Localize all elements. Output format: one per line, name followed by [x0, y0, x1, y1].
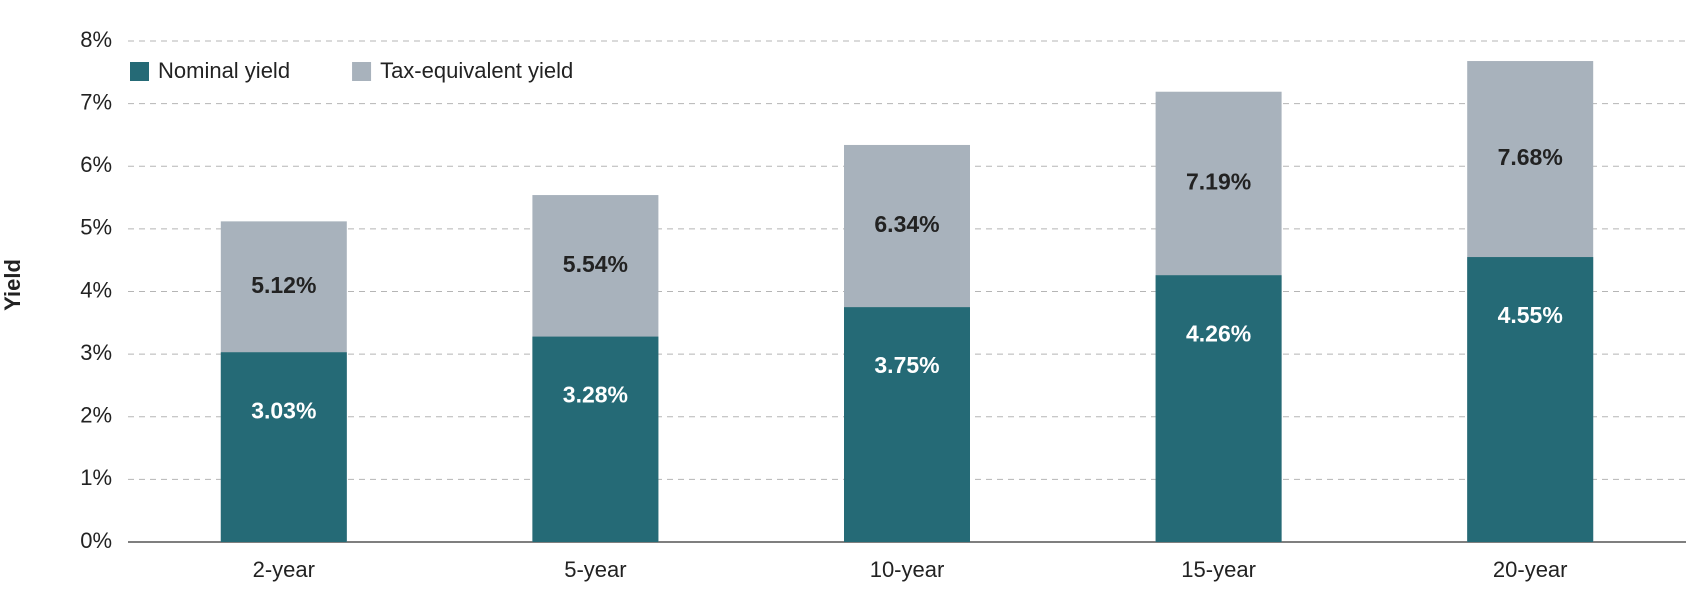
- data-label: 7.68%: [1498, 144, 1563, 170]
- y-tick-label: 2%: [80, 403, 112, 428]
- bar: [532, 336, 659, 542]
- legend-swatch: [130, 62, 149, 81]
- legend-label: Tax-equivalent yield: [380, 58, 573, 83]
- data-label: 7.19%: [1186, 169, 1251, 195]
- x-tick-label: 5-year: [564, 557, 626, 582]
- data-label: 3.75%: [874, 352, 939, 378]
- data-label: 4.26%: [1186, 320, 1251, 346]
- x-tick-label: 15-year: [1181, 557, 1256, 582]
- y-tick-label: 3%: [80, 340, 112, 365]
- bar: [220, 352, 347, 542]
- y-tick-label: 6%: [80, 152, 112, 177]
- y-tick-label: 8%: [80, 27, 112, 52]
- data-label: 4.55%: [1498, 302, 1563, 328]
- x-tick-label: 10-year: [870, 557, 945, 582]
- y-tick-label: 7%: [80, 89, 112, 114]
- data-label: 6.34%: [874, 211, 939, 237]
- bar: [844, 307, 970, 542]
- y-tick-label: 5%: [80, 215, 112, 240]
- data-label: 5.54%: [563, 251, 628, 277]
- legend-label: Nominal yield: [158, 58, 290, 83]
- y-axis-title: Yield: [0, 259, 25, 311]
- x-tick-label: 20-year: [1493, 557, 1568, 582]
- x-tick-label: 2-year: [253, 557, 315, 582]
- legend-swatch: [352, 62, 372, 81]
- data-label: 3.03%: [251, 397, 316, 423]
- bar: [1467, 257, 1594, 542]
- y-tick-label: 4%: [80, 277, 112, 302]
- data-label: 3.28%: [563, 382, 628, 408]
- data-label: 5.12%: [251, 272, 316, 298]
- bar: [1155, 275, 1282, 542]
- y-tick-label: 0%: [80, 528, 112, 553]
- y-tick-label: 1%: [80, 465, 112, 490]
